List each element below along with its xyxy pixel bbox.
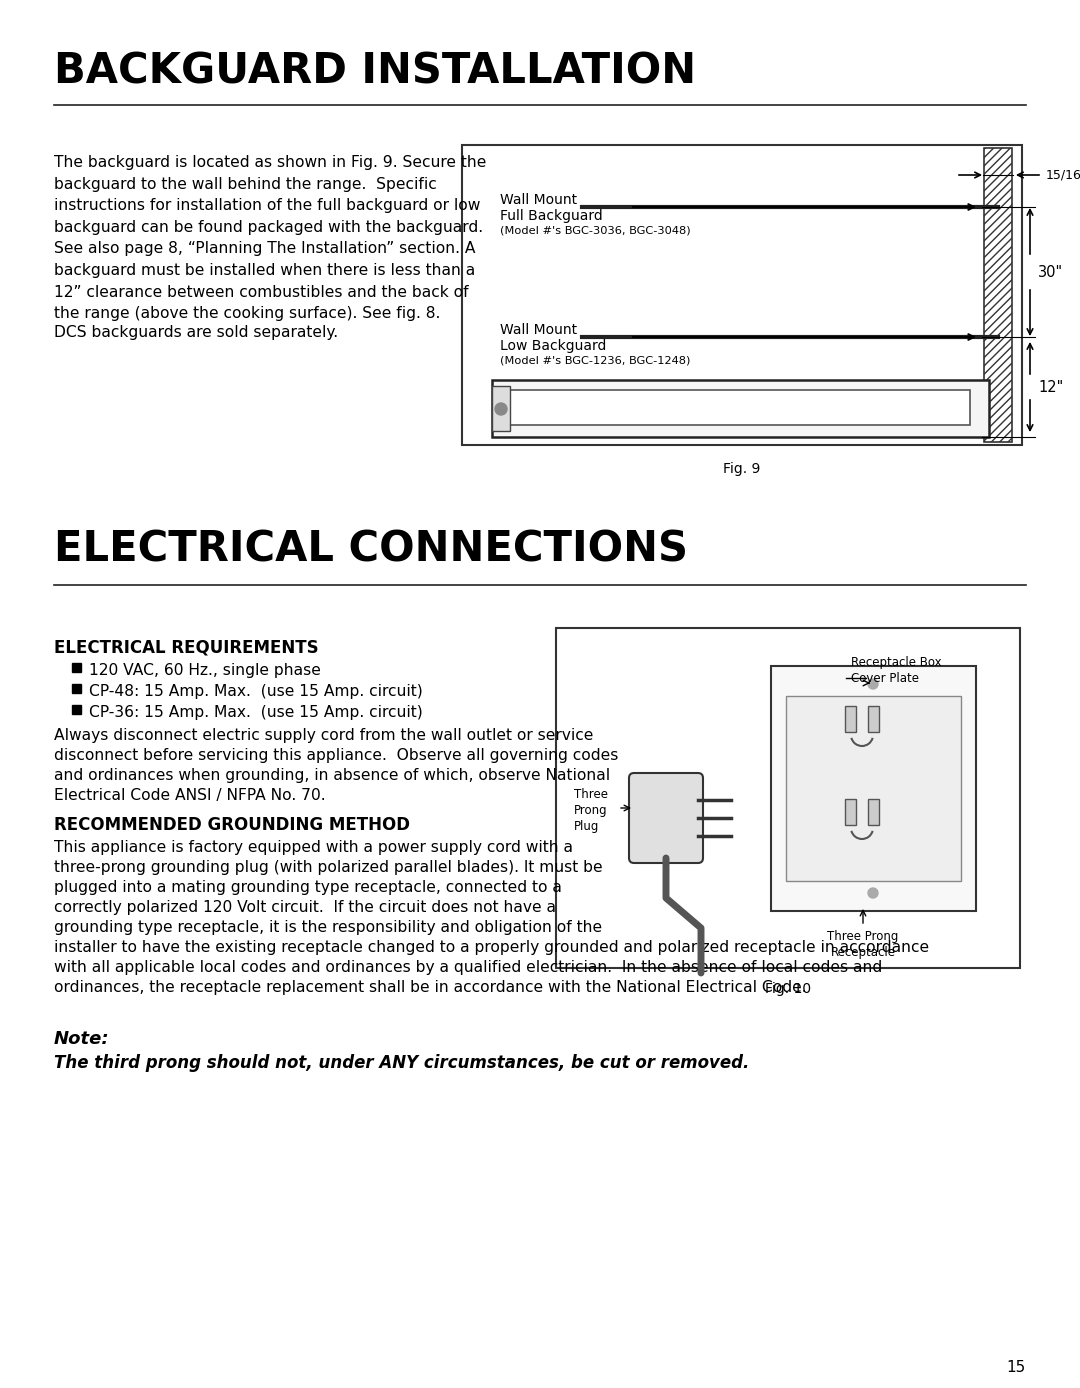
Bar	[845, 799, 856, 824]
Text: Three: Three	[573, 788, 608, 801]
Bar	[462, 144, 1022, 446]
Text: Always disconnect electric supply cord from the wall outlet or service: Always disconnect electric supply cord f…	[54, 727, 593, 743]
Bar	[984, 149, 1012, 441]
Text: ELECTRICAL CONNECTIONS: ELECTRICAL CONNECTIONS	[54, 527, 688, 570]
Text: Fig. 9: Fig. 9	[724, 462, 760, 476]
Text: (Model #'s BGC-3036, BGC-3048): (Model #'s BGC-3036, BGC-3048)	[500, 225, 690, 235]
Text: and ordinances when grounding, in absence of which, observe National: and ordinances when grounding, in absenc…	[54, 768, 610, 783]
Text: The third prong should not, under ANY circumstances, be cut or removed.: The third prong should not, under ANY ci…	[54, 1053, 750, 1072]
Bar	[556, 627, 1020, 967]
Text: Wall Mount: Wall Mount	[500, 193, 577, 207]
Text: BACKGUARD INSTALLATION: BACKGUARD INSTALLATION	[54, 50, 697, 92]
Bar	[72, 705, 81, 713]
Bar	[72, 663, 81, 672]
Text: ELECTRICAL REQUIREMENTS: ELECTRICAL REQUIREMENTS	[54, 638, 319, 657]
Text: 120 VAC, 60 Hz., single phase: 120 VAC, 60 Hz., single phase	[89, 663, 321, 677]
Bar	[845, 706, 856, 731]
Bar	[492, 386, 510, 432]
Circle shape	[868, 679, 878, 688]
Bar	[72, 684, 81, 693]
Text: correctly polarized 120 Volt circuit.  If the circuit does not have a: correctly polarized 120 Volt circuit. If…	[54, 899, 556, 915]
Bar	[771, 666, 976, 911]
Text: disconnect before servicing this appliance.  Observe all governing codes: disconnect before servicing this applian…	[54, 748, 619, 763]
Text: installer to have the existing receptacle changed to a properly grounded and pol: installer to have the existing receptacl…	[54, 940, 929, 955]
Text: Electrical Code ANSI / NFPA No. 70.: Electrical Code ANSI / NFPA No. 70.	[54, 788, 326, 804]
Text: ordinances, the receptacle replacement shall be in accordance with the National : ordinances, the receptacle replacement s…	[54, 980, 807, 995]
Text: Three Prong: Three Prong	[827, 930, 899, 942]
Text: RECOMMENDED GROUNDING METHOD: RECOMMENDED GROUNDING METHOD	[54, 816, 410, 834]
Text: DCS backguards are sold separately.: DCS backguards are sold separately.	[54, 325, 338, 340]
FancyBboxPatch shape	[629, 773, 703, 863]
Text: Note:: Note:	[54, 1030, 110, 1048]
Text: Receptacle Box: Receptacle Box	[851, 657, 942, 669]
Text: CP-36: 15 Amp. Max.  (use 15 Amp. circuit): CP-36: 15 Amp. Max. (use 15 Amp. circuit…	[89, 705, 422, 720]
Text: 12": 12"	[1038, 379, 1063, 394]
Bar	[492, 380, 989, 437]
Text: Full Backguard: Full Backguard	[500, 210, 603, 223]
Circle shape	[868, 888, 878, 898]
Text: (Model #'s BGC-1236, BGC-1248): (Model #'s BGC-1236, BGC-1248)	[500, 355, 690, 365]
Text: 15/16": 15/16"	[1047, 168, 1080, 182]
Text: Receptacle: Receptacle	[831, 947, 895, 959]
Bar	[868, 706, 879, 731]
Text: CP-48: 15 Amp. Max.  (use 15 Amp. circuit): CP-48: 15 Amp. Max. (use 15 Amp. circuit…	[89, 684, 422, 700]
Bar	[868, 799, 879, 824]
Text: Plug: Plug	[573, 820, 599, 833]
Text: 15: 15	[1007, 1360, 1026, 1376]
Text: This appliance is factory equipped with a power supply cord with a: This appliance is factory equipped with …	[54, 840, 573, 855]
Text: The backguard is located as shown in Fig. 9. Secure the
backguard to the wall be: The backguard is located as shown in Fig…	[54, 155, 486, 321]
Circle shape	[495, 403, 507, 415]
Text: three-prong grounding plug (with polarized parallel blades). It must be: three-prong grounding plug (with polariz…	[54, 861, 603, 874]
Text: with all applicable local codes and ordinances by a qualified electrician.  In t: with all applicable local codes and ordi…	[54, 960, 882, 974]
Text: Cover Plate: Cover Plate	[851, 672, 919, 686]
Text: plugged into a mating grounding type receptacle, connected to a: plugged into a mating grounding type rec…	[54, 880, 562, 895]
Bar	[510, 390, 970, 425]
Text: 30": 30"	[1038, 265, 1063, 279]
Text: Prong: Prong	[573, 804, 608, 818]
Text: grounding type receptacle, it is the responsibility and obligation of the: grounding type receptacle, it is the res…	[54, 920, 603, 936]
Text: Low Backguard: Low Backguard	[500, 339, 606, 353]
Text: Fig. 10: Fig. 10	[765, 981, 811, 997]
Bar	[786, 695, 961, 881]
Text: Wall Mount: Wall Mount	[500, 323, 577, 337]
